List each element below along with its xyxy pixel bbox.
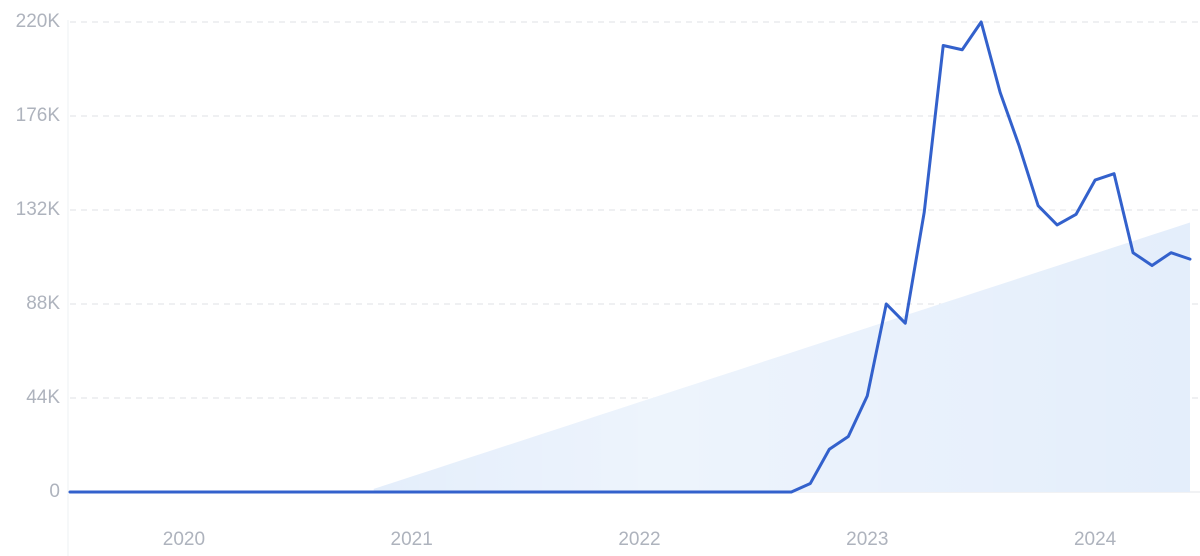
trend-sheen	[373, 222, 1190, 492]
x-tick-label: 2022	[618, 529, 660, 550]
x-tick-label: 2024	[1074, 529, 1117, 550]
x-tick-label: 2023	[846, 529, 888, 550]
y-tick-label: 132K	[16, 199, 61, 220]
y-tick-label: 44K	[26, 387, 60, 408]
data-line	[68, 20, 1192, 494]
y-tick-label: 176K	[16, 105, 61, 126]
x-tick-label: 2020	[163, 529, 205, 550]
x-tick-label: 2021	[391, 529, 433, 550]
y-tick-label: 0	[49, 481, 60, 502]
y-tick-label: 88K	[26, 293, 60, 314]
y-tick-label: 220K	[16, 11, 61, 32]
